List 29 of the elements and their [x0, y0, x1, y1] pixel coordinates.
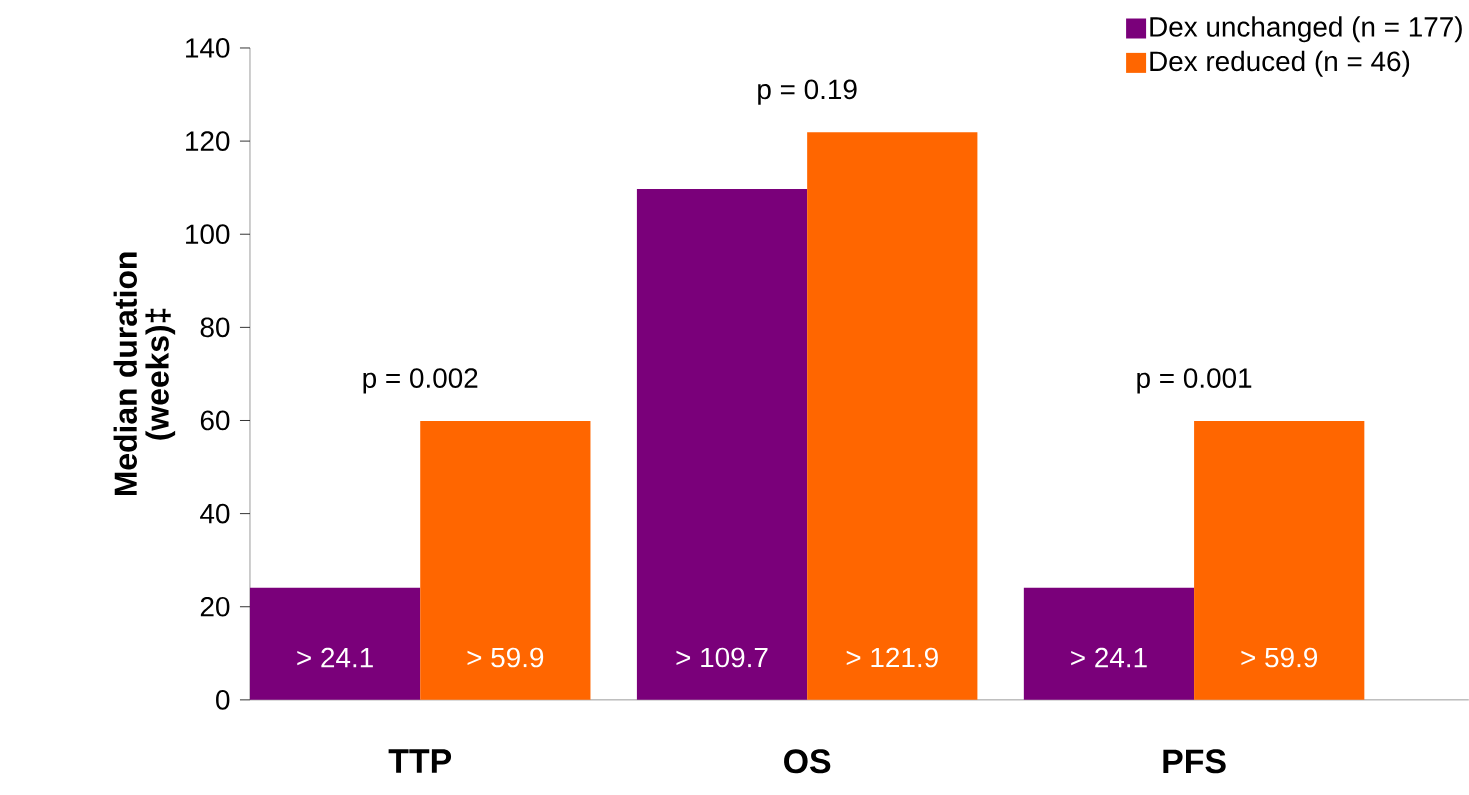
- y-tick-label: 40: [200, 503, 230, 524]
- legend-label: Dex unchanged (n = 177): [1150, 16, 1462, 43]
- y-tick-label: 20: [200, 596, 230, 617]
- y-axis-title: Median duration (weeks)‡: [113, 252, 176, 496]
- y-tick-label: 80: [200, 317, 230, 338]
- data-label: > 121.9: [846, 647, 938, 668]
- bar: [249, 587, 421, 700]
- x-tick-label: OS: [784, 749, 831, 774]
- bar: [807, 132, 978, 700]
- data-label: > 109.7: [676, 647, 768, 668]
- annotation: p = 0.002: [363, 368, 478, 394]
- y-tick-label: 140: [186, 38, 230, 58]
- x-tick-label: TTP: [388, 749, 452, 773]
- y-tick-label: 100: [186, 224, 230, 245]
- bar: [1194, 421, 1365, 700]
- annotation: p = 0.001: [1137, 368, 1252, 394]
- data-label: > 24.1: [1071, 647, 1147, 668]
- bar: [420, 421, 591, 700]
- bar: [1023, 587, 1195, 700]
- data-label: > 59.9: [467, 647, 544, 668]
- y-tick-label: 0: [216, 690, 230, 710]
- y-tick-label: 120: [186, 131, 230, 152]
- y-tick-label: 60: [200, 410, 230, 431]
- bar: [636, 189, 808, 700]
- data-label: > 59.9: [1241, 647, 1318, 668]
- annotation: p = 0.19: [758, 79, 857, 105]
- x-tick-label: PFS: [1163, 749, 1226, 774]
- legend-label: Dex reduced (n = 46): [1150, 50, 1410, 77]
- data-label: > 24.1: [297, 647, 373, 668]
